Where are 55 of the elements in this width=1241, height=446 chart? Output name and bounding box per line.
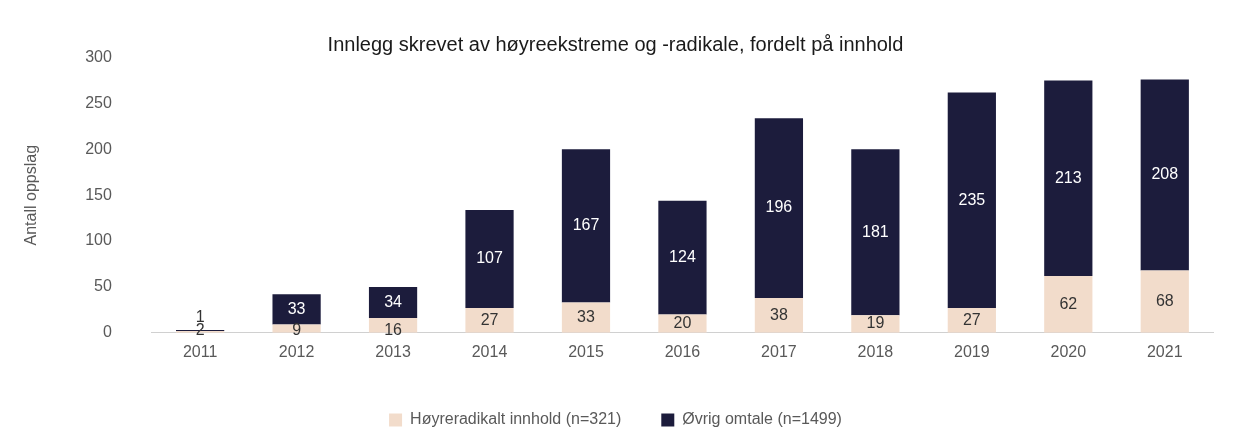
data-label: 33	[287, 299, 306, 317]
bar	[658, 200, 707, 315]
data-label: 9	[292, 321, 302, 339]
y-tick-label: 200	[85, 139, 112, 157]
x-tick-label: 2021	[1146, 342, 1183, 360]
data-label: 107	[476, 249, 503, 267]
chart-title: Innlegg skrevet av høyreekstreme og -radikale, fordelt på innhold	[327, 33, 904, 56]
bar	[851, 149, 900, 316]
y-axis-title: Antall oppslag	[22, 144, 40, 246]
y-tick-label: 100	[85, 231, 112, 249]
bar	[465, 308, 514, 333]
data-label: 27	[962, 310, 981, 328]
bar	[1140, 79, 1189, 271]
data-label: 34	[384, 292, 403, 310]
x-tick-label: 2013	[375, 342, 411, 360]
data-label: 196	[765, 198, 793, 216]
data-label: 38	[770, 305, 788, 323]
bar	[561, 149, 611, 303]
bar	[754, 118, 804, 298]
y-tick-label: 250	[85, 93, 112, 111]
legend-label: Høyreradikalt innhold (n=321)	[410, 410, 622, 428]
y-tick-label: 150	[85, 185, 112, 203]
data-label: 16	[384, 321, 403, 339]
x-tick-label: 2020	[1050, 342, 1087, 360]
bar	[1044, 275, 1093, 333]
bar	[368, 286, 418, 319]
legend-label: Øvrig omtale (n=1499)	[682, 410, 842, 428]
bar	[947, 92, 996, 309]
bar	[1044, 80, 1093, 276]
data-label: 208	[1151, 165, 1179, 183]
data-label: 27	[480, 310, 499, 328]
x-tick-label: 2019	[954, 342, 990, 360]
data-label: 20	[673, 314, 692, 332]
data-label: 167	[572, 216, 600, 234]
y-tick-label: 300	[85, 48, 112, 66]
x-tick-label: 2017	[761, 342, 797, 360]
data-label: 213	[1054, 168, 1082, 186]
data-label: 68	[1155, 292, 1174, 310]
x-tick-label: 2018	[857, 342, 894, 360]
data-label: 235	[958, 190, 986, 208]
data-label: 181	[862, 222, 889, 240]
x-tick-label: 2015	[568, 342, 604, 360]
bar	[465, 209, 514, 309]
y-tick-label: 50	[94, 277, 112, 295]
data-label: 33	[577, 308, 595, 326]
x-tick-label: 2012	[278, 342, 315, 360]
data-label: 19	[866, 314, 885, 332]
data-label: 62	[1059, 294, 1078, 312]
x-tick-label: 2014	[471, 342, 508, 360]
bar	[1140, 270, 1189, 333]
bar	[272, 294, 321, 325]
data-label: 124	[669, 247, 696, 265]
y-tick-label: 0	[102, 323, 112, 341]
x-tick-label: 2016	[664, 342, 701, 360]
x-tick-label: 2011	[182, 342, 218, 360]
